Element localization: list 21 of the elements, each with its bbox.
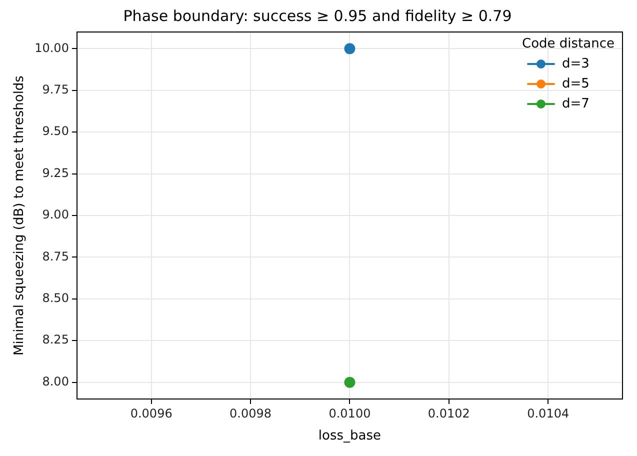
chart-title: Phase boundary: success ≥ 0.95 and fidelity ≥ 0.79: [123, 6, 512, 25]
y-axis-title: Minimal squeezing (dB) to meet thresholds: [12, 75, 28, 356]
x-tick-label: 0.0100: [328, 406, 371, 420]
x-tick-label: 0.0102: [428, 406, 470, 420]
x-tick-label: 0.0098: [230, 406, 272, 420]
y-tick-label: 8.00: [42, 374, 69, 388]
y-tick-label: 9.00: [42, 208, 69, 222]
legend-label: d=3: [562, 56, 590, 72]
x-tick-label: 0.0104: [527, 406, 570, 420]
x-tick-label: 0.0096: [130, 406, 172, 420]
y-tick-label: 9.75: [42, 82, 69, 97]
y-tick-label: 8.25: [42, 332, 69, 347]
y-tick-label: 9.25: [42, 166, 69, 180]
y-tick-label: 9.50: [42, 124, 69, 138]
legend-label: d=5: [562, 76, 590, 92]
y-tick-label: 8.75: [42, 249, 69, 264]
y-tick-label: 10.00: [34, 40, 69, 55]
y-tick-label: 8.50: [42, 291, 69, 306]
legend-title: Code distance: [522, 36, 614, 52]
x-axis-title: loss_base: [318, 428, 382, 444]
legend-label: d=7: [562, 96, 590, 112]
